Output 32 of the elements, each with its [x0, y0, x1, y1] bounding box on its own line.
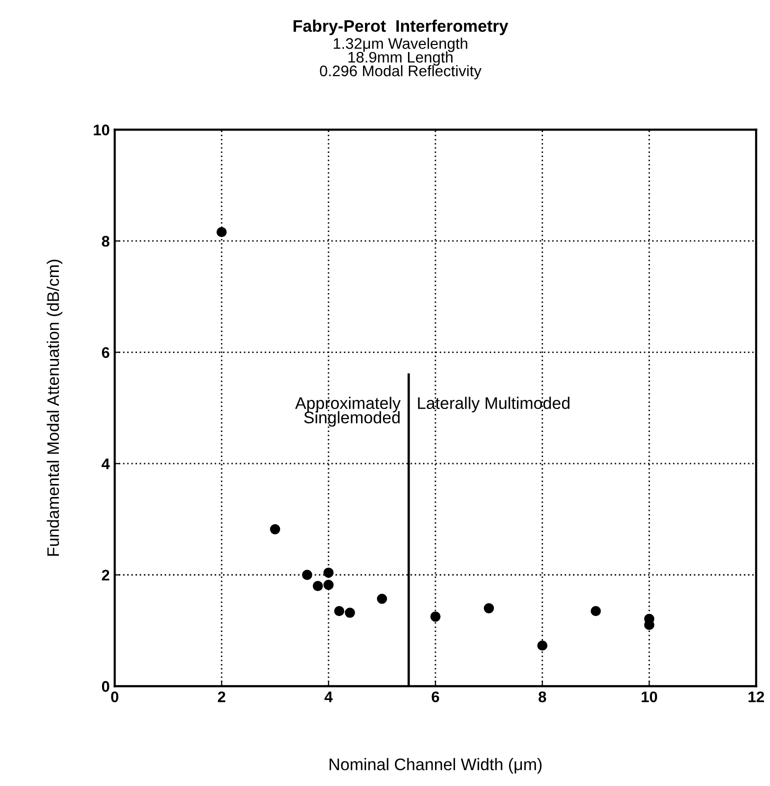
point: [376, 594, 388, 604]
point: [430, 612, 441, 622]
chart-title: Fabry-Perot Interferometry: [294, 20, 508, 36]
point: [302, 570, 312, 580]
y-tick-label: 6: [102, 347, 110, 358]
point: [270, 524, 280, 534]
point: [334, 606, 344, 616]
x-tick-label: 2: [218, 691, 226, 702]
point: [590, 606, 601, 616]
point: [537, 640, 548, 651]
x-tick-label: 8: [538, 691, 546, 702]
point: [344, 608, 355, 618]
annotation: Laterally Multimoded: [418, 396, 570, 412]
x-axis-title: Nominal Channel Width (μm): [330, 758, 542, 774]
x-tick-label: 12: [748, 691, 764, 702]
annotation: Approximately Singlemoded: [295, 396, 401, 427]
point: [216, 226, 227, 238]
point: [312, 580, 323, 592]
point: [484, 603, 494, 614]
y-axis-title: Fundamental Modal Attenuation (dB/cm): [46, 260, 62, 556]
chart-subtitle: 1.32μm Wavelength 18.9mm Length 0.296 Modal Reflectivity: [320, 38, 482, 80]
x-tick-label: 6: [432, 691, 440, 702]
y-tick-label: 8: [102, 236, 110, 247]
x-tick-label: 4: [324, 692, 333, 702]
y-tick-label: 10: [94, 124, 110, 136]
x-tick-label: 0: [111, 691, 118, 702]
point: [323, 580, 334, 590]
y-tick-label: 4: [102, 458, 110, 470]
x-tick-label: 10: [642, 691, 658, 702]
y-tick-label: 2: [102, 570, 110, 580]
y-tick-label: 0: [102, 681, 110, 692]
point: [323, 568, 334, 578]
